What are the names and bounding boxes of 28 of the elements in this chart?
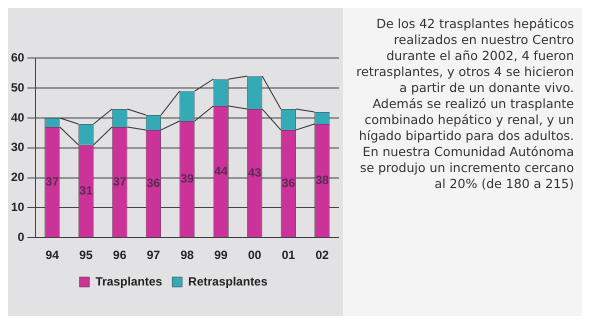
y-tick-label: 40 [10, 110, 25, 124]
y-tick-label: 10 [10, 200, 25, 214]
y-tick-label: 50 [10, 80, 25, 94]
y-tick-label: 0 [18, 230, 25, 244]
x-tick-label: 02 [315, 248, 330, 262]
x-tick-label: 98 [180, 248, 194, 262]
x-tick-label: 97 [146, 248, 160, 262]
data-label: 31 [79, 183, 93, 198]
legend-label: Retrasplantes [188, 274, 268, 288]
x-tick-label: 99 [214, 248, 228, 262]
legend-label: Trasplantes [95, 274, 162, 288]
data-label: 39 [180, 171, 194, 186]
x-tick-label: 94 [46, 248, 60, 262]
x-tick-label: 00 [248, 248, 262, 262]
data-label: 37 [113, 174, 127, 188]
data-label: 38 [315, 172, 330, 187]
data-label: 36 [146, 176, 160, 190]
data-label: 44 [214, 164, 228, 178]
y-tick-label: 60 [10, 50, 25, 65]
y-tick-label: 30 [10, 140, 25, 154]
data-label: 37 [46, 174, 60, 188]
data-label: 43 [248, 165, 262, 180]
y-tick-label: 20 [10, 170, 25, 184]
x-tick-label: 01 [282, 248, 296, 262]
x-tick-label: 95 [79, 248, 93, 262]
text: De los 42 trasplantes hepáticos realizados en nuestro Centro durante el año 2002, 4 fueron retrasplantes, y otros 4 se hicieron a partir de un donante vivo. Además se realizó un trasplante combinado hepático y renal, y un hígado bipartido para dos adultos. En nuestra Comunidad Autónoma se produjo un incremento cercano al 20% (de 180 a 215) [356, 16, 574, 191]
x-tick-label: 96 [113, 248, 127, 262]
data-label: 36 [282, 176, 296, 190]
